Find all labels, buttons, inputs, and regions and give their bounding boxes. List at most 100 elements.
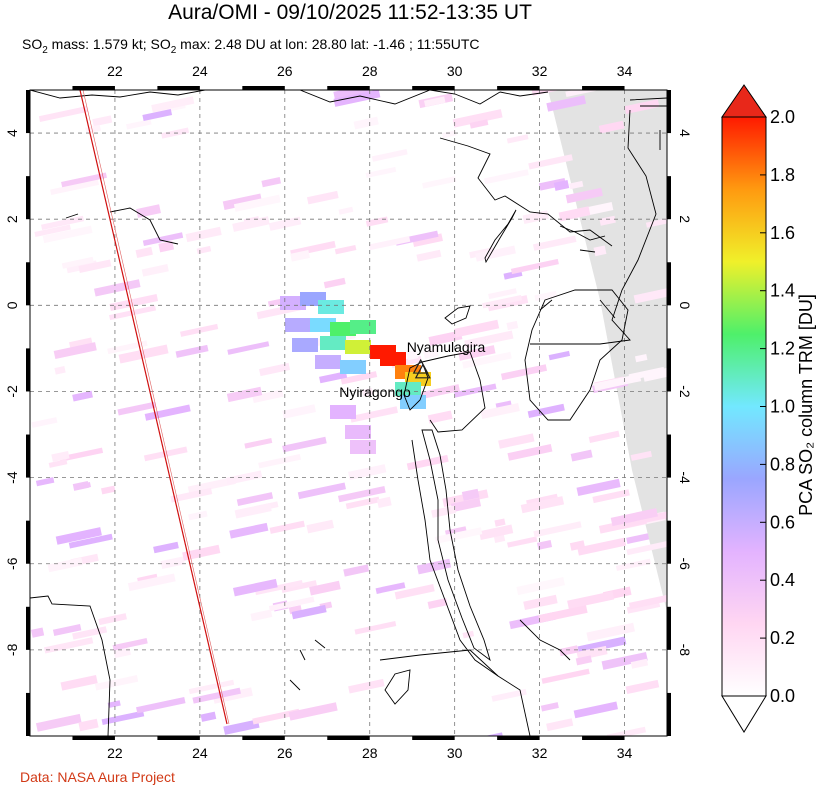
so2-pixel xyxy=(416,558,452,575)
so2-pixel xyxy=(282,404,316,419)
so2-pixel xyxy=(527,403,565,419)
frame-bar-top xyxy=(327,86,370,90)
so2-pixel xyxy=(226,470,263,485)
volcano-label: Nyiragongo xyxy=(339,384,411,400)
so2-pixel xyxy=(569,540,586,551)
border-car-sudan xyxy=(30,90,501,105)
so2-pixel xyxy=(233,194,281,212)
so2-pixel xyxy=(78,259,112,273)
map-subtitle: SO2 mass: 1.579 kt; SO2 max: 2.48 DU at … xyxy=(22,36,480,56)
so2-pixel xyxy=(350,406,398,423)
frame-bar-left xyxy=(26,348,30,392)
lake-tanganyika xyxy=(421,429,491,662)
so2-pixel xyxy=(534,290,558,302)
so2-plume-pixel xyxy=(318,300,344,314)
lat-label-left: -2 xyxy=(4,385,20,398)
so2-plume-pixel xyxy=(285,318,311,332)
subtitle-max-text: max: 2.48 DU at lon: 28.80 lat: -1.46 ; … xyxy=(176,36,480,52)
so2-pixel xyxy=(642,362,667,382)
so2-pixel xyxy=(282,436,327,453)
so2-pixel xyxy=(185,226,222,243)
lat-label-right: -8 xyxy=(677,644,693,657)
so2-pixel xyxy=(434,527,483,544)
so2-pixel xyxy=(368,235,411,251)
so2-pixel xyxy=(92,115,113,127)
frame-tick-bars xyxy=(26,86,671,740)
so2-pixel xyxy=(158,240,175,253)
frame-bar-right xyxy=(667,90,671,134)
so2-pixel xyxy=(630,658,649,669)
so2-pixel xyxy=(464,330,514,349)
so2-pixel xyxy=(558,206,591,222)
so2-pixel xyxy=(268,596,315,612)
so2-plume-pixel xyxy=(330,405,356,419)
so2-pixel xyxy=(34,224,71,238)
so2-pixel xyxy=(343,564,370,577)
frame-bar-bottom xyxy=(157,736,200,740)
lon-label-bottom: 30 xyxy=(447,745,463,761)
data-credit: Data: NASA Aura Project xyxy=(20,769,175,785)
so2-pixel xyxy=(406,349,419,361)
frame-bar-bottom xyxy=(327,736,370,740)
lat-label-right: -4 xyxy=(677,471,693,484)
so2-pixel xyxy=(546,718,574,732)
so2-pixel xyxy=(192,687,241,704)
so2-pixel xyxy=(258,453,301,469)
so2-pixel xyxy=(442,130,457,139)
frame-bar-left xyxy=(26,262,30,306)
so2-pixel xyxy=(479,524,514,540)
so2-pixel xyxy=(143,446,188,462)
so2-pixel xyxy=(532,235,577,251)
so2-pixel xyxy=(196,245,212,255)
so2-pixel xyxy=(340,371,378,385)
so2-pixel xyxy=(536,539,553,550)
so2-pixel xyxy=(333,90,370,101)
colorbar-label: 0.2 xyxy=(770,628,795,648)
so2-pixel xyxy=(109,305,157,321)
so2-pixel xyxy=(250,609,273,622)
so2-pixel xyxy=(98,613,127,626)
so2-pixel xyxy=(53,342,97,360)
so2-pixel xyxy=(268,216,302,231)
lat-label-left: 4 xyxy=(4,129,20,137)
so2-pixel xyxy=(520,496,565,514)
so2-pixel xyxy=(615,558,651,572)
so2-pixel xyxy=(136,204,161,218)
so2-pixel xyxy=(592,489,630,504)
frame-bar-right xyxy=(667,606,671,650)
orbit-edge-line xyxy=(79,90,228,725)
no-data-region xyxy=(548,90,667,612)
so2-pixel xyxy=(306,190,339,205)
so2-pixel xyxy=(565,90,596,98)
so2-pixel xyxy=(546,95,587,112)
so2-pixel xyxy=(222,193,263,210)
so2-pixel xyxy=(588,430,620,443)
border-zambia xyxy=(379,649,531,736)
so2-plume-pixel xyxy=(280,296,306,310)
so2-pixel xyxy=(548,350,571,361)
so2-pixel xyxy=(484,732,504,736)
so2-pixel xyxy=(107,700,121,709)
so2-plume-pixel xyxy=(345,425,371,439)
so2-pixel xyxy=(565,187,603,204)
so2-pixel xyxy=(538,177,567,191)
so2-pixel xyxy=(35,477,55,487)
so2-pixel xyxy=(281,580,317,594)
frame-bar-right xyxy=(667,692,671,736)
so2-pixel xyxy=(338,206,354,215)
so2-pixel xyxy=(136,696,186,714)
frame-bar-top xyxy=(412,86,455,90)
so2-pixel xyxy=(261,177,282,188)
so2-pixel xyxy=(244,437,273,449)
so2-pixel xyxy=(533,521,582,538)
map-title: Aura/OMI - 09/10/2025 11:52-13:35 UT xyxy=(168,1,532,24)
so2-pixel xyxy=(348,464,387,481)
so2-pixel xyxy=(365,166,397,179)
so2-pixel xyxy=(309,580,341,596)
so2-pixel xyxy=(482,294,523,309)
so2-pixel xyxy=(593,373,642,391)
colorbar-label: 1.0 xyxy=(770,397,795,417)
so2-pixel xyxy=(361,387,374,397)
frame-bar-bottom xyxy=(412,736,455,740)
so2-pixel xyxy=(229,522,269,539)
